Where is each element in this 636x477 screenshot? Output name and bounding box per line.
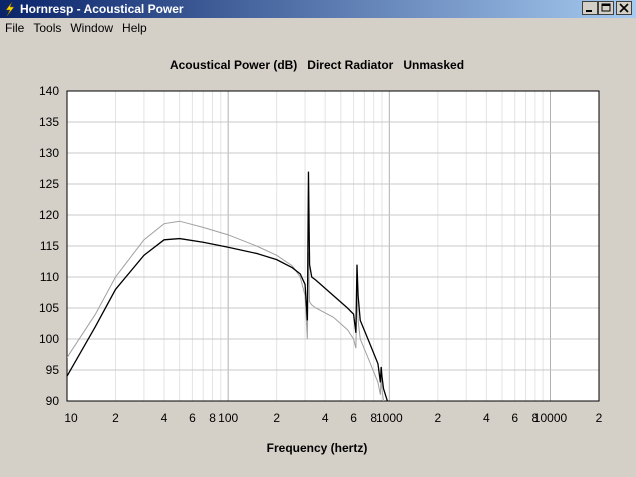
y-tick-label: 130 xyxy=(39,146,59,160)
x-axis-label: Frequency (hertz) xyxy=(267,441,368,455)
chart: Acoustical Power (dB) Direct Radiator Un… xyxy=(39,58,603,455)
x-tick-label: 6 xyxy=(189,411,196,425)
x-tick-label: 100 xyxy=(218,411,238,425)
menu-item[interactable]: File xyxy=(5,21,25,35)
menu-bar: File Tools Window Help xyxy=(0,18,636,38)
window-title: Hornresp - Acoustical Power xyxy=(20,2,184,16)
x-tick-label: 10 xyxy=(64,411,78,425)
x-tick-label: 4 xyxy=(322,411,329,425)
x-tick-label: 6 xyxy=(350,411,357,425)
x-tick-label: 2 xyxy=(434,411,441,425)
x-tick-label: 8 xyxy=(370,411,377,425)
y-tick-label: 115 xyxy=(40,239,59,253)
y-tick-label: 110 xyxy=(40,270,59,284)
x-tick-label: 2 xyxy=(596,411,603,425)
title-bar: Hornresp - Acoustical Power xyxy=(0,0,636,18)
plot-frame xyxy=(66,90,600,402)
series-line xyxy=(67,171,389,401)
app-icon xyxy=(5,1,15,17)
x-tick-label: 2 xyxy=(273,411,280,425)
series-line xyxy=(67,220,385,401)
y-tick-label: 100 xyxy=(39,332,59,346)
x-tick-label: 2 xyxy=(112,411,119,425)
y-tick-label: 105 xyxy=(39,301,59,315)
x-tick-label: 8 xyxy=(209,411,216,425)
y-tick-label: 140 xyxy=(39,84,59,98)
menu-item[interactable]: Window xyxy=(70,21,114,35)
y-tick-label: 120 xyxy=(39,208,59,222)
x-tick-label: 10000 xyxy=(534,411,568,425)
menu-item[interactable]: Help xyxy=(122,21,147,35)
x-tick-label: 1000 xyxy=(376,411,403,425)
y-tick-label: 125 xyxy=(39,177,59,191)
x-tick-label: 8 xyxy=(532,411,539,425)
chart-title: Acoustical Power (dB) Direct Radiator Un… xyxy=(170,58,464,72)
x-tick-label: 6 xyxy=(511,411,518,425)
window-buttons[interactable] xyxy=(582,1,634,17)
menu-item[interactable]: Tools xyxy=(33,21,62,35)
y-tick-label: 90 xyxy=(46,394,60,408)
y-tick-label: 95 xyxy=(46,363,60,377)
x-tick-label: 4 xyxy=(483,411,490,425)
x-tick-label: 4 xyxy=(161,411,168,425)
y-tick-label: 135 xyxy=(39,115,59,129)
series-group xyxy=(67,171,389,401)
